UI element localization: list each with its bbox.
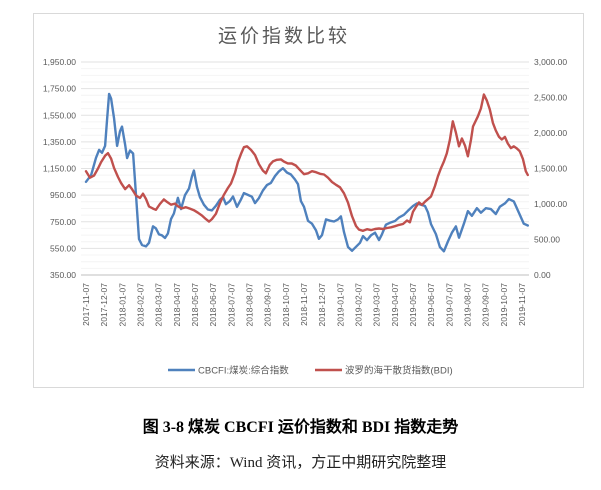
x-axis-tick: 2019-01-07 — [335, 283, 345, 327]
y-axis-left-tick: 750.00 — [50, 217, 76, 227]
y-axis-left-tick: 1,350.00 — [43, 137, 76, 147]
y-axis-right-tick: 2,500.00 — [534, 93, 567, 103]
x-axis-tick: 2017-12-07 — [99, 283, 109, 327]
figure-source: 资料来源：Wind 资讯，方正中期研究院整理 — [154, 455, 447, 471]
y-axis-left-tick: 350.00 — [50, 270, 76, 280]
x-axis-tick: 2018-01-07 — [117, 283, 127, 327]
x-axis-tick: 2019-10-07 — [499, 283, 509, 327]
y-axis-left-tick: 1,950.00 — [43, 57, 76, 67]
x-axis-tick: 2019-02-07 — [354, 283, 364, 327]
series-line-bdi — [84, 93, 529, 233]
y-axis-right-tick: 2,000.00 — [534, 128, 567, 138]
y-axis-left-tick: 1,550.00 — [43, 110, 76, 120]
legend-label-bdi: 波罗的海干散货指数(BDI) — [345, 365, 453, 377]
x-axis-tick: 2018-07-07 — [226, 283, 236, 327]
x-axis-tick: 2018-09-07 — [263, 283, 273, 327]
y-axis-right-tick: 500.00 — [534, 235, 560, 245]
x-axis-tick: 2019-05-07 — [408, 283, 418, 327]
y-axis-left-tick: 1,750.00 — [43, 84, 76, 94]
y-axis-right-tick: 3,000.00 — [534, 57, 567, 67]
legend: CBCFI:煤炭:综合指数 波罗的海干散货指数(BDI) — [168, 365, 453, 377]
x-axis-tick: 2019-08-07 — [463, 283, 473, 327]
x-axis-tick: 2018-03-07 — [154, 283, 164, 327]
series-line-cbcfi — [84, 92, 529, 253]
x-axis-tick: 2018-06-07 — [208, 283, 218, 327]
x-axis-tick: 2019-04-07 — [390, 283, 400, 327]
figure-caption: 图 3-8 煤炭 CBCFI 运价指数和 BDI 指数走势 — [142, 419, 459, 436]
y-axis-left-tick: 550.00 — [50, 243, 76, 253]
x-axis-tick: 2019-09-07 — [481, 283, 491, 327]
y-axis-right-tick: 1,000.00 — [534, 199, 567, 209]
x-axis-tick: 2019-03-07 — [372, 283, 382, 327]
x-axis-tick: 2019-11-07 — [517, 283, 527, 326]
y-axis-right-labels: 3,000.00 2,500.00 2,000.00 1,500.00 1,000.00… — [534, 57, 567, 280]
x-axis-tick: 2018-02-07 — [136, 283, 146, 327]
y-axis-right-tick: 1,500.00 — [534, 164, 567, 174]
y-axis-left-labels: 1,950.00 1,750.00 1,550.00 1,350.00 1,150.00… — [43, 57, 76, 280]
y-axis-right-tick: 0.00 — [534, 270, 551, 280]
legend-label-cbcfi: CBCFI:煤炭:综合指数 — [198, 365, 289, 377]
y-axis-left-tick: 1,150.00 — [43, 164, 76, 174]
chart-title: 运价指数比较 — [217, 26, 350, 47]
x-axis-labels: 2017-11-07 2017-12-07 2018-01-07 2018-02-07… — [81, 283, 527, 327]
x-axis-tick: 2019-06-07 — [426, 283, 436, 327]
x-axis-tick: 2018-04-07 — [172, 283, 182, 327]
x-axis-tick: 2018-10-07 — [281, 283, 291, 327]
freight-index-line-chart: 1,950.00 1,750.00 1,550.00 1,350.00 1,150.00… — [43, 57, 567, 377]
chart-frame: 1,950.00 1,750.00 1,550.00 1,350.00 1,150.00… — [33, 13, 584, 388]
y-axis-left-tick: 950.00 — [50, 190, 76, 200]
x-axis-tick: 2017-11-07 — [81, 283, 91, 326]
x-axis-tick: 2018-08-07 — [245, 283, 255, 327]
x-axis-tick: 2018-11-07 — [299, 283, 309, 326]
x-axis-tick: 2018-05-07 — [190, 283, 200, 327]
x-axis-tick: 2019-07-07 — [444, 283, 454, 327]
x-axis-tick: 2018-12-07 — [317, 283, 327, 327]
